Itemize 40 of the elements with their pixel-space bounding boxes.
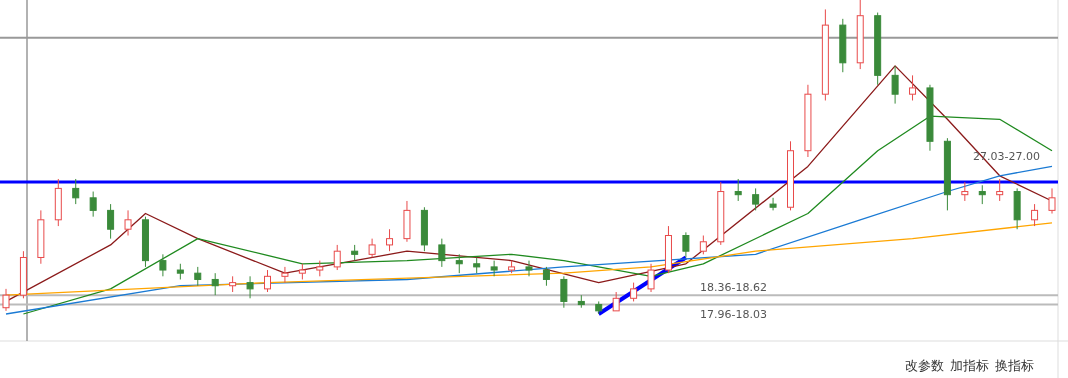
text: 换指标 — [995, 358, 1034, 373]
annotation: 17.96-18.03 — [700, 307, 767, 321]
candlestick — [909, 74, 917, 101]
candlestick — [682, 231, 690, 258]
candlestick — [630, 282, 638, 302]
candlestick — [368, 238, 376, 258]
text: 改参数 — [905, 358, 944, 373]
annotation: 18.36-18.62 — [700, 281, 767, 295]
candlestick — [124, 209, 132, 236]
candlestick — [246, 275, 254, 299]
candlestick — [107, 203, 115, 240]
candlestick — [159, 253, 167, 277]
candlestick — [72, 178, 80, 205]
candlestick — [525, 260, 533, 277]
candlestick — [560, 275, 568, 309]
candlestick — [211, 272, 219, 296]
candlestick — [2, 288, 10, 312]
candlestick — [769, 197, 777, 211]
candlestick — [734, 178, 742, 202]
candlestick — [194, 266, 202, 287]
candlestick — [542, 266, 550, 287]
candlestick — [891, 65, 899, 105]
candlestick — [752, 187, 760, 211]
candlestick — [1031, 203, 1039, 227]
candlestick — [699, 235, 707, 255]
candlestick — [612, 291, 620, 312]
candlestick — [89, 191, 97, 218]
candlestick — [455, 253, 463, 274]
candlestick — [961, 181, 969, 202]
candlestick — [333, 244, 341, 271]
candlestick — [647, 263, 655, 293]
candlestick — [978, 184, 986, 205]
candlestick — [281, 266, 289, 284]
candlestick — [438, 238, 446, 268]
candlestick — [996, 178, 1004, 202]
candlestick — [1048, 187, 1056, 215]
candlestick — [490, 260, 498, 277]
text: 加指标 — [950, 358, 989, 373]
candlestick — [386, 228, 394, 252]
candlestick — [264, 269, 271, 293]
